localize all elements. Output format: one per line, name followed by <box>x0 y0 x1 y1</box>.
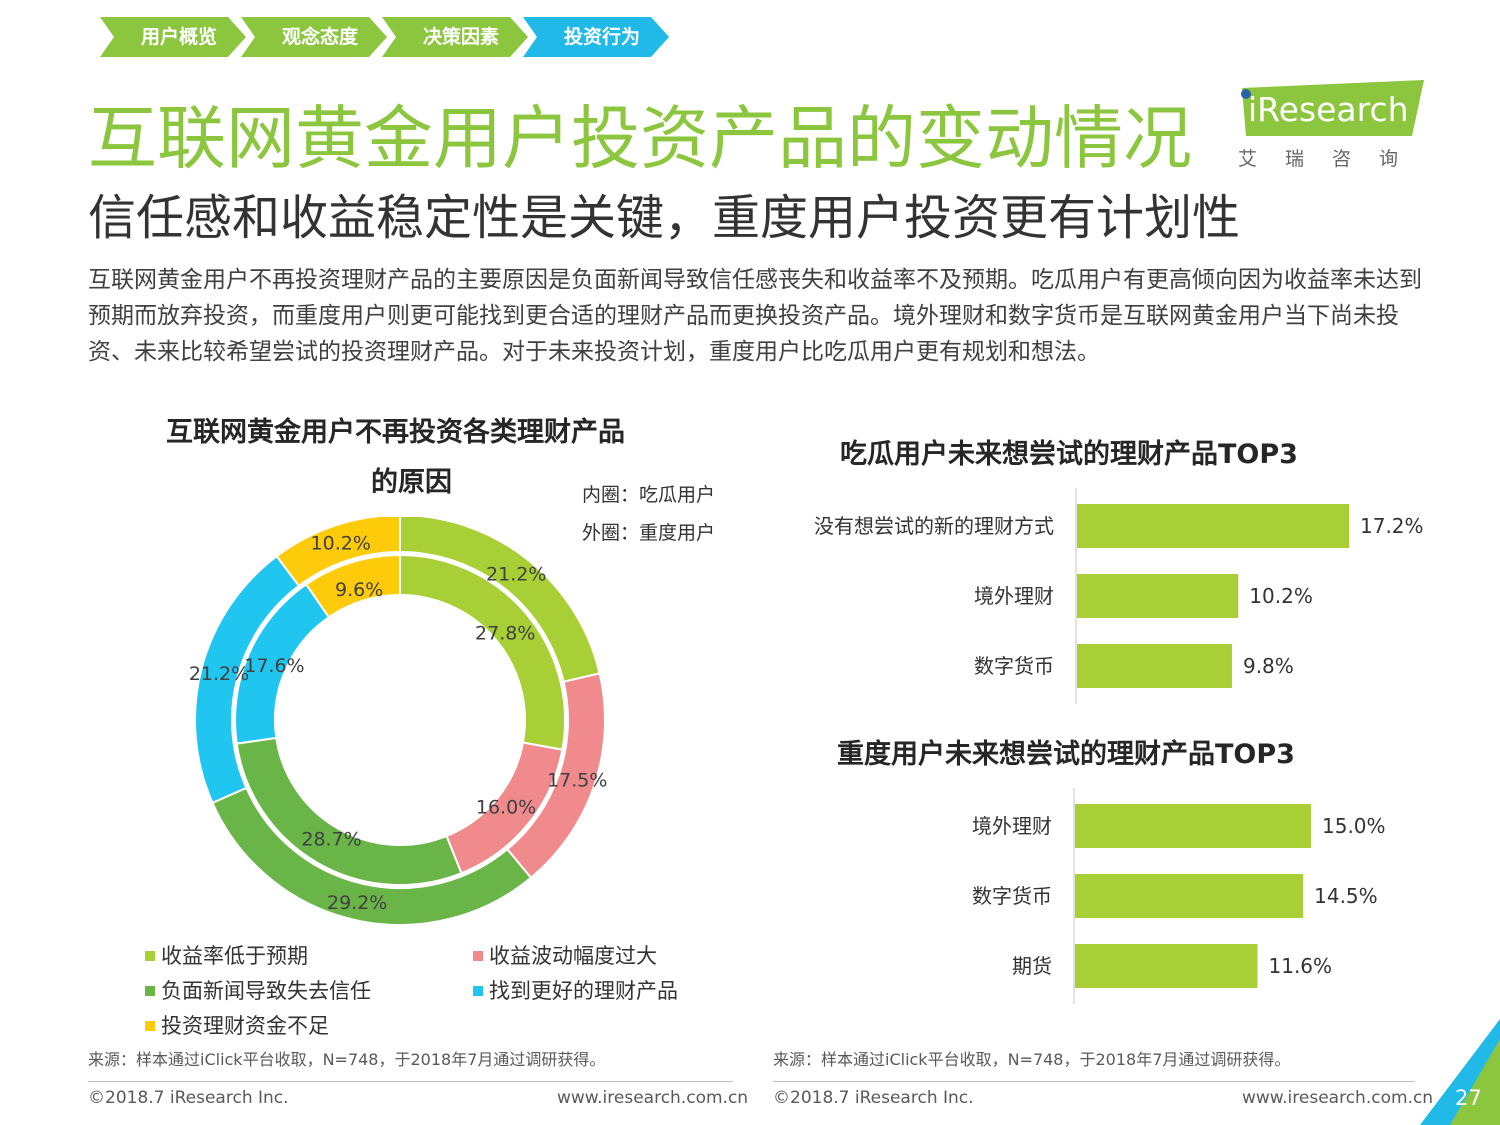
legend-swatch <box>473 986 483 996</box>
iresearch-logo: iResearch 艾瑞咨询 <box>1238 80 1428 175</box>
bar-chart-2: 境外理财 15.0% 数字货币 14.5% 期货 11.6% <box>972 788 1386 1004</box>
breadcrumb: 用户概览 观念态度 决策因素 投资行为 <box>100 17 700 57</box>
bar-chart-1-title: 吃瓜用户未来想尝试的理财产品TOP3 <box>840 439 1298 470</box>
breadcrumb-item-investment[interactable]: 投资行为 <box>523 17 669 57</box>
breadcrumb-item-overview[interactable]: 用户概览 <box>100 17 246 57</box>
legend-label: 负面新闻导致失去信任 <box>161 979 371 1003</box>
outer-ring-note: 外圈：重度用户 <box>582 522 716 544</box>
inner-ring-label-4: 9.6% <box>335 579 383 601</box>
bar-category-label-1: 境外理财 <box>974 584 1054 608</box>
inner-ring-label-0: 27.8% <box>475 622 535 644</box>
page-title: 互联网黄金用户投资产品的变动情况 <box>88 99 1192 179</box>
bar-1 <box>1077 574 1239 618</box>
bar-value-label-1: 10.2% <box>1249 584 1313 608</box>
legend-item: 找到更好的理财产品 <box>473 975 678 1005</box>
inner-ring-label-1: 16.0% <box>476 797 536 819</box>
source-note-right: 来源：样本通过iClick平台收取，N=748，于2018年7月通过调研获得。 <box>773 1050 1291 1069</box>
bar-category-label-0: 境外理财 <box>972 814 1052 838</box>
inner-ring-segment-4 <box>304 553 401 619</box>
bar-value-label-2: 11.6% <box>1269 954 1333 978</box>
logo-chinese-name: 艾瑞咨询 <box>1238 148 1427 170</box>
bar-category-label-1: 数字货币 <box>972 884 1052 908</box>
inner-ring-note: 内圈：吃瓜用户 <box>582 484 716 506</box>
copyright-right: ©2018.7 iResearch Inc. <box>773 1088 974 1108</box>
bar-value-label-0: 15.0% <box>1322 814 1386 838</box>
bar-0 <box>1077 504 1349 548</box>
source-note-left: 来源：样本通过iClick平台收取，N=748，于2018年7月通过调研获得。 <box>88 1050 606 1069</box>
inner-ring-label-2: 28.7% <box>301 829 361 851</box>
breadcrumb-arrow-shape <box>523 17 669 57</box>
bar-value-label-2: 9.8% <box>1243 654 1294 678</box>
donut-chart-title-line2: 的原因 <box>371 467 452 498</box>
legend-item: 收益率低于预期 <box>145 940 308 970</box>
outer-ring-label-4: 10.2% <box>311 533 371 555</box>
breadcrumb-label: 观念态度 <box>281 26 358 48</box>
bar-category-label-2: 数字货币 <box>974 654 1054 678</box>
breadcrumb-label: 用户概览 <box>140 26 217 48</box>
bar-category-label-0: 没有想尝试的新的理财方式 <box>814 514 1054 538</box>
legend-swatch <box>473 951 483 961</box>
outer-ring-segment-4 <box>275 517 401 588</box>
legend-label: 找到更好的理财产品 <box>489 979 678 1003</box>
breadcrumb-arrow-shape <box>382 17 528 57</box>
bar-value-label-1: 14.5% <box>1314 884 1378 908</box>
legend-swatch <box>145 951 155 961</box>
bar-2 <box>1075 944 1258 988</box>
bar-value-label-0: 17.2% <box>1360 514 1424 538</box>
logo-wordmark: iResearch <box>1248 90 1409 129</box>
donut-legend: 收益率低于预期 收益波动幅度过大 负面新闻导致失去信任 找到更好的理财产品 投资… <box>145 940 705 1040</box>
legend-label: 投资理财资金不足 <box>161 1014 329 1038</box>
outer-ring-label-1: 17.5% <box>547 770 607 792</box>
outer-ring-label-3: 21.2% <box>189 663 249 685</box>
legend-item: 负面新闻导致失去信任 <box>145 975 371 1005</box>
legend-item: 收益波动幅度过大 <box>473 940 657 970</box>
page-description: 互联网黄金用户不再投资理财产品的主要原因是负面新闻导致信任感丧失和收益率不及预期… <box>88 267 1422 365</box>
copyright-left: ©2018.7 iResearch Inc. <box>88 1088 289 1108</box>
outer-ring-label-0: 21.2% <box>486 564 546 586</box>
footer-divider-right <box>773 1081 1415 1082</box>
legend-item: 投资理财资金不足 <box>145 1010 329 1040</box>
bar-2 <box>1077 644 1232 688</box>
breadcrumb-label: 决策因素 <box>422 26 499 48</box>
breadcrumb-arrow-shape <box>100 17 246 57</box>
outer-ring-label-2: 29.2% <box>327 892 387 914</box>
bar-0 <box>1075 804 1311 848</box>
page-number: 27 <box>1455 1086 1482 1110</box>
footer-divider-left <box>88 1081 733 1082</box>
breadcrumb-label: 投资行为 <box>563 26 640 48</box>
bar-chart-1: 没有想尝试的新的理财方式 17.2% 境外理财 10.2% 数字货币 9.8% <box>814 488 1424 704</box>
corner-decoration <box>1420 1019 1500 1125</box>
legend-label: 收益率低于预期 <box>161 944 308 968</box>
breadcrumb-item-attitude[interactable]: 观念态度 <box>241 17 387 57</box>
legend-label: 收益波动幅度过大 <box>489 944 657 968</box>
donut-chart-title-line1: 互联网黄金用户不再投资各类理财产品 <box>166 417 625 448</box>
legend-swatch <box>145 986 155 996</box>
donut-chart: 27.8% 16.0% 28.7% 17.6% 9.6% 21.2% 17.5% 29.2% 2… <box>189 517 607 926</box>
legend-swatch <box>145 1021 155 1031</box>
breadcrumb-item-decision[interactable]: 决策因素 <box>382 17 528 57</box>
bar-chart-2-title: 重度用户未来想尝试的理财产品TOP3 <box>837 739 1295 770</box>
bar-1 <box>1075 874 1304 918</box>
page-subtitle: 信任感和收益稳定性是关键，重度用户投资更有计划性 <box>88 190 1241 246</box>
logo-banner-shape <box>1241 80 1424 136</box>
website-link-right[interactable]: www.iresearch.com.cn <box>1242 1088 1434 1108</box>
breadcrumb-arrow-shape <box>241 17 387 57</box>
inner-ring-label-3: 17.6% <box>244 655 304 677</box>
website-link-left[interactable]: www.iresearch.com.cn <box>557 1088 749 1108</box>
bar-category-label-2: 期货 <box>1012 954 1052 978</box>
